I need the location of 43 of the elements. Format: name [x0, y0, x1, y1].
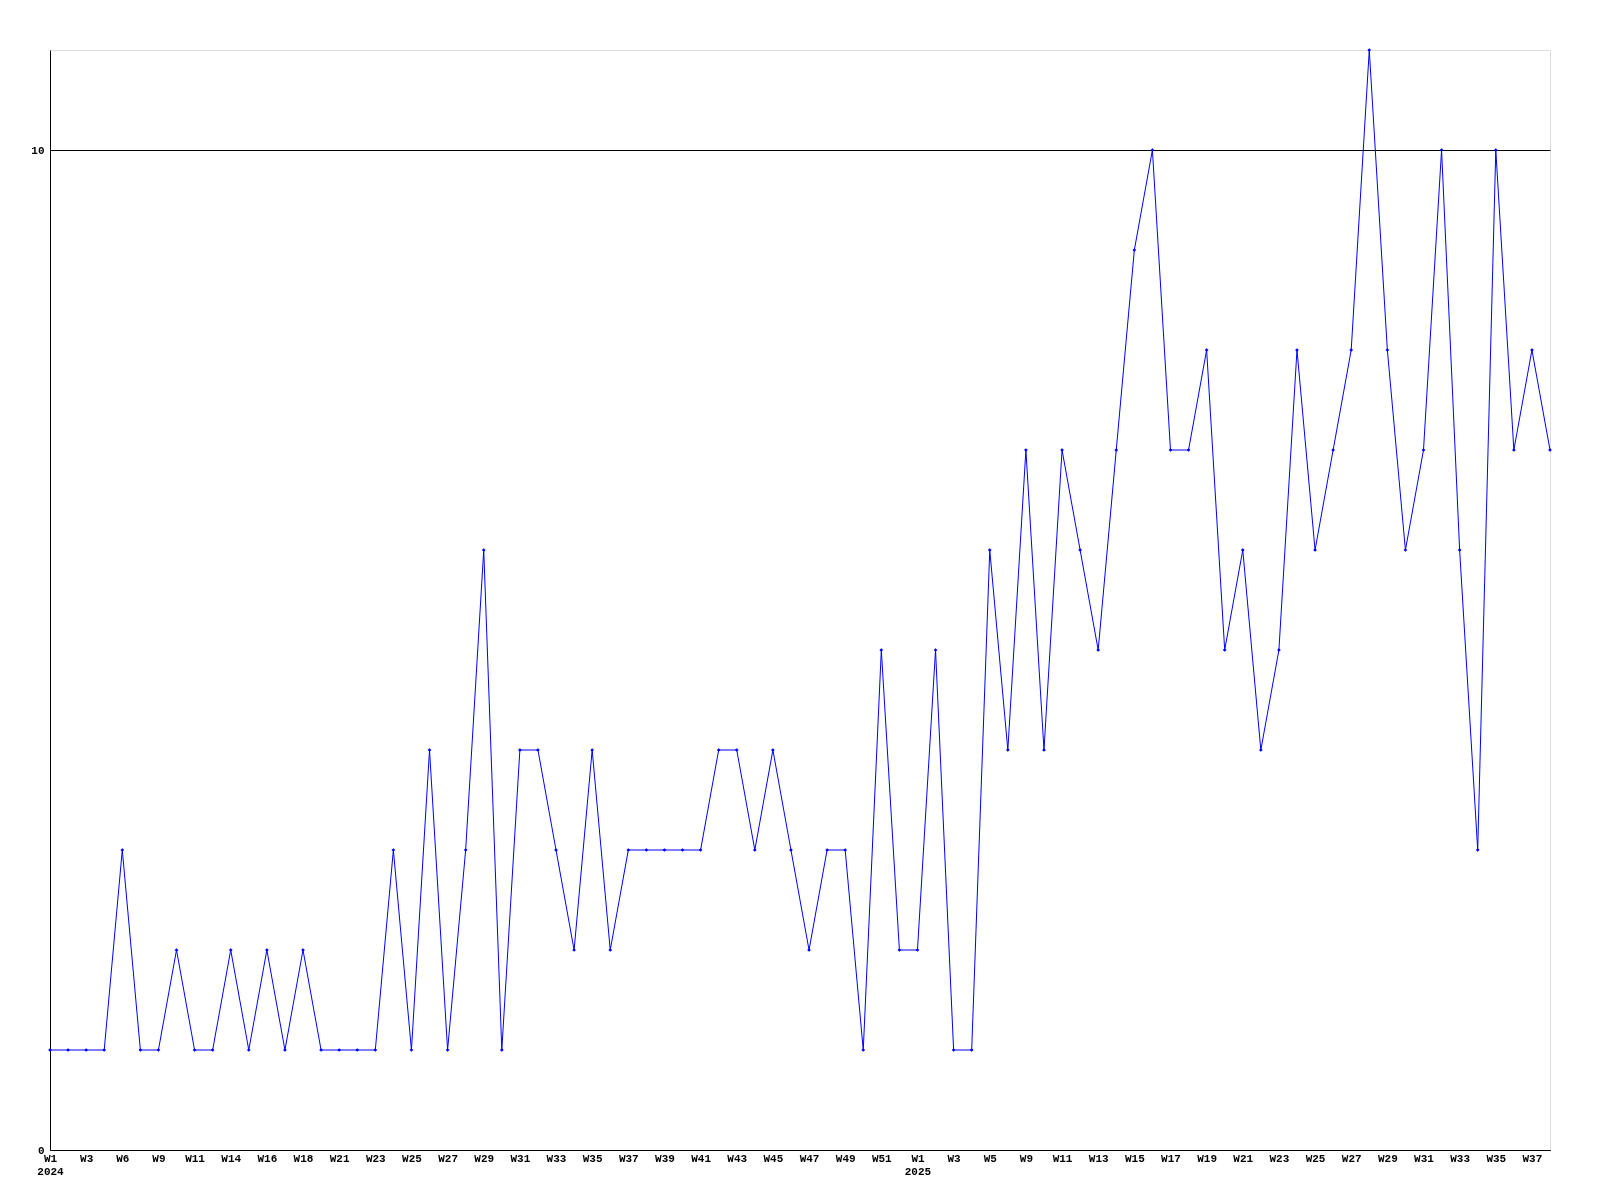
- x-tick-label: W41: [691, 1152, 712, 1165]
- x-tick-label: W18: [293, 1152, 314, 1165]
- x-tick-label: W21: [329, 1152, 350, 1165]
- x-tick-label: W1 2025: [904, 1152, 932, 1178]
- x-tick-label: W29: [474, 1152, 495, 1165]
- x-tick-label: W9: [152, 1152, 166, 1165]
- x-tick-label: W23: [365, 1152, 387, 1165]
- x-tick-label: W6: [116, 1152, 130, 1165]
- x-tick-label: W49: [835, 1152, 856, 1165]
- x-tick-label: W25: [402, 1152, 423, 1165]
- x-tick-label: W47: [799, 1152, 820, 1165]
- x-tick-label: W11: [185, 1152, 206, 1165]
- x-tick-label: W31: [1414, 1152, 1435, 1165]
- x-tick-label: W35: [582, 1152, 603, 1165]
- x-tick-label: W25: [1305, 1152, 1326, 1165]
- x-tick-label: W16: [257, 1152, 278, 1165]
- y-tick-label: 0: [37, 1144, 45, 1157]
- x-tick-label: W3: [80, 1152, 94, 1165]
- x-tick-label: W29: [1377, 1152, 1398, 1165]
- x-tick-label: W31: [510, 1152, 531, 1165]
- x-tick-label: W13: [1088, 1152, 1109, 1165]
- x-tick-label: W27: [1341, 1152, 1362, 1165]
- x-tick-label: W3: [947, 1152, 962, 1165]
- x-tick-label: W35: [1486, 1152, 1507, 1165]
- x-tick-label: W33: [546, 1152, 567, 1165]
- x-tick-label: W19: [1197, 1152, 1218, 1165]
- x-tick-label: W43: [727, 1152, 748, 1165]
- x-tick-label: W21: [1233, 1152, 1254, 1165]
- x-tick-label: W9: [1019, 1152, 1034, 1165]
- x-tick-label: W37: [618, 1152, 639, 1165]
- x-tick-label: W11: [1052, 1152, 1073, 1165]
- x-tick-label: W37: [1522, 1152, 1543, 1165]
- x-tick-label: W5: [983, 1152, 998, 1165]
- x-tick-label: W45: [763, 1152, 784, 1165]
- x-tick-label: W27: [438, 1152, 458, 1165]
- x-tick-label: W17: [1161, 1152, 1181, 1165]
- x-tick-label: W33: [1450, 1152, 1471, 1165]
- x-tick-label: W23: [1269, 1152, 1290, 1165]
- x-tick-label: W15: [1124, 1152, 1146, 1165]
- x-tick-label: W14: [221, 1152, 242, 1165]
- x-tick-label: W39: [655, 1152, 675, 1165]
- y-tick-label: 10: [31, 144, 45, 157]
- x-tick-label: W51: [871, 1152, 893, 1165]
